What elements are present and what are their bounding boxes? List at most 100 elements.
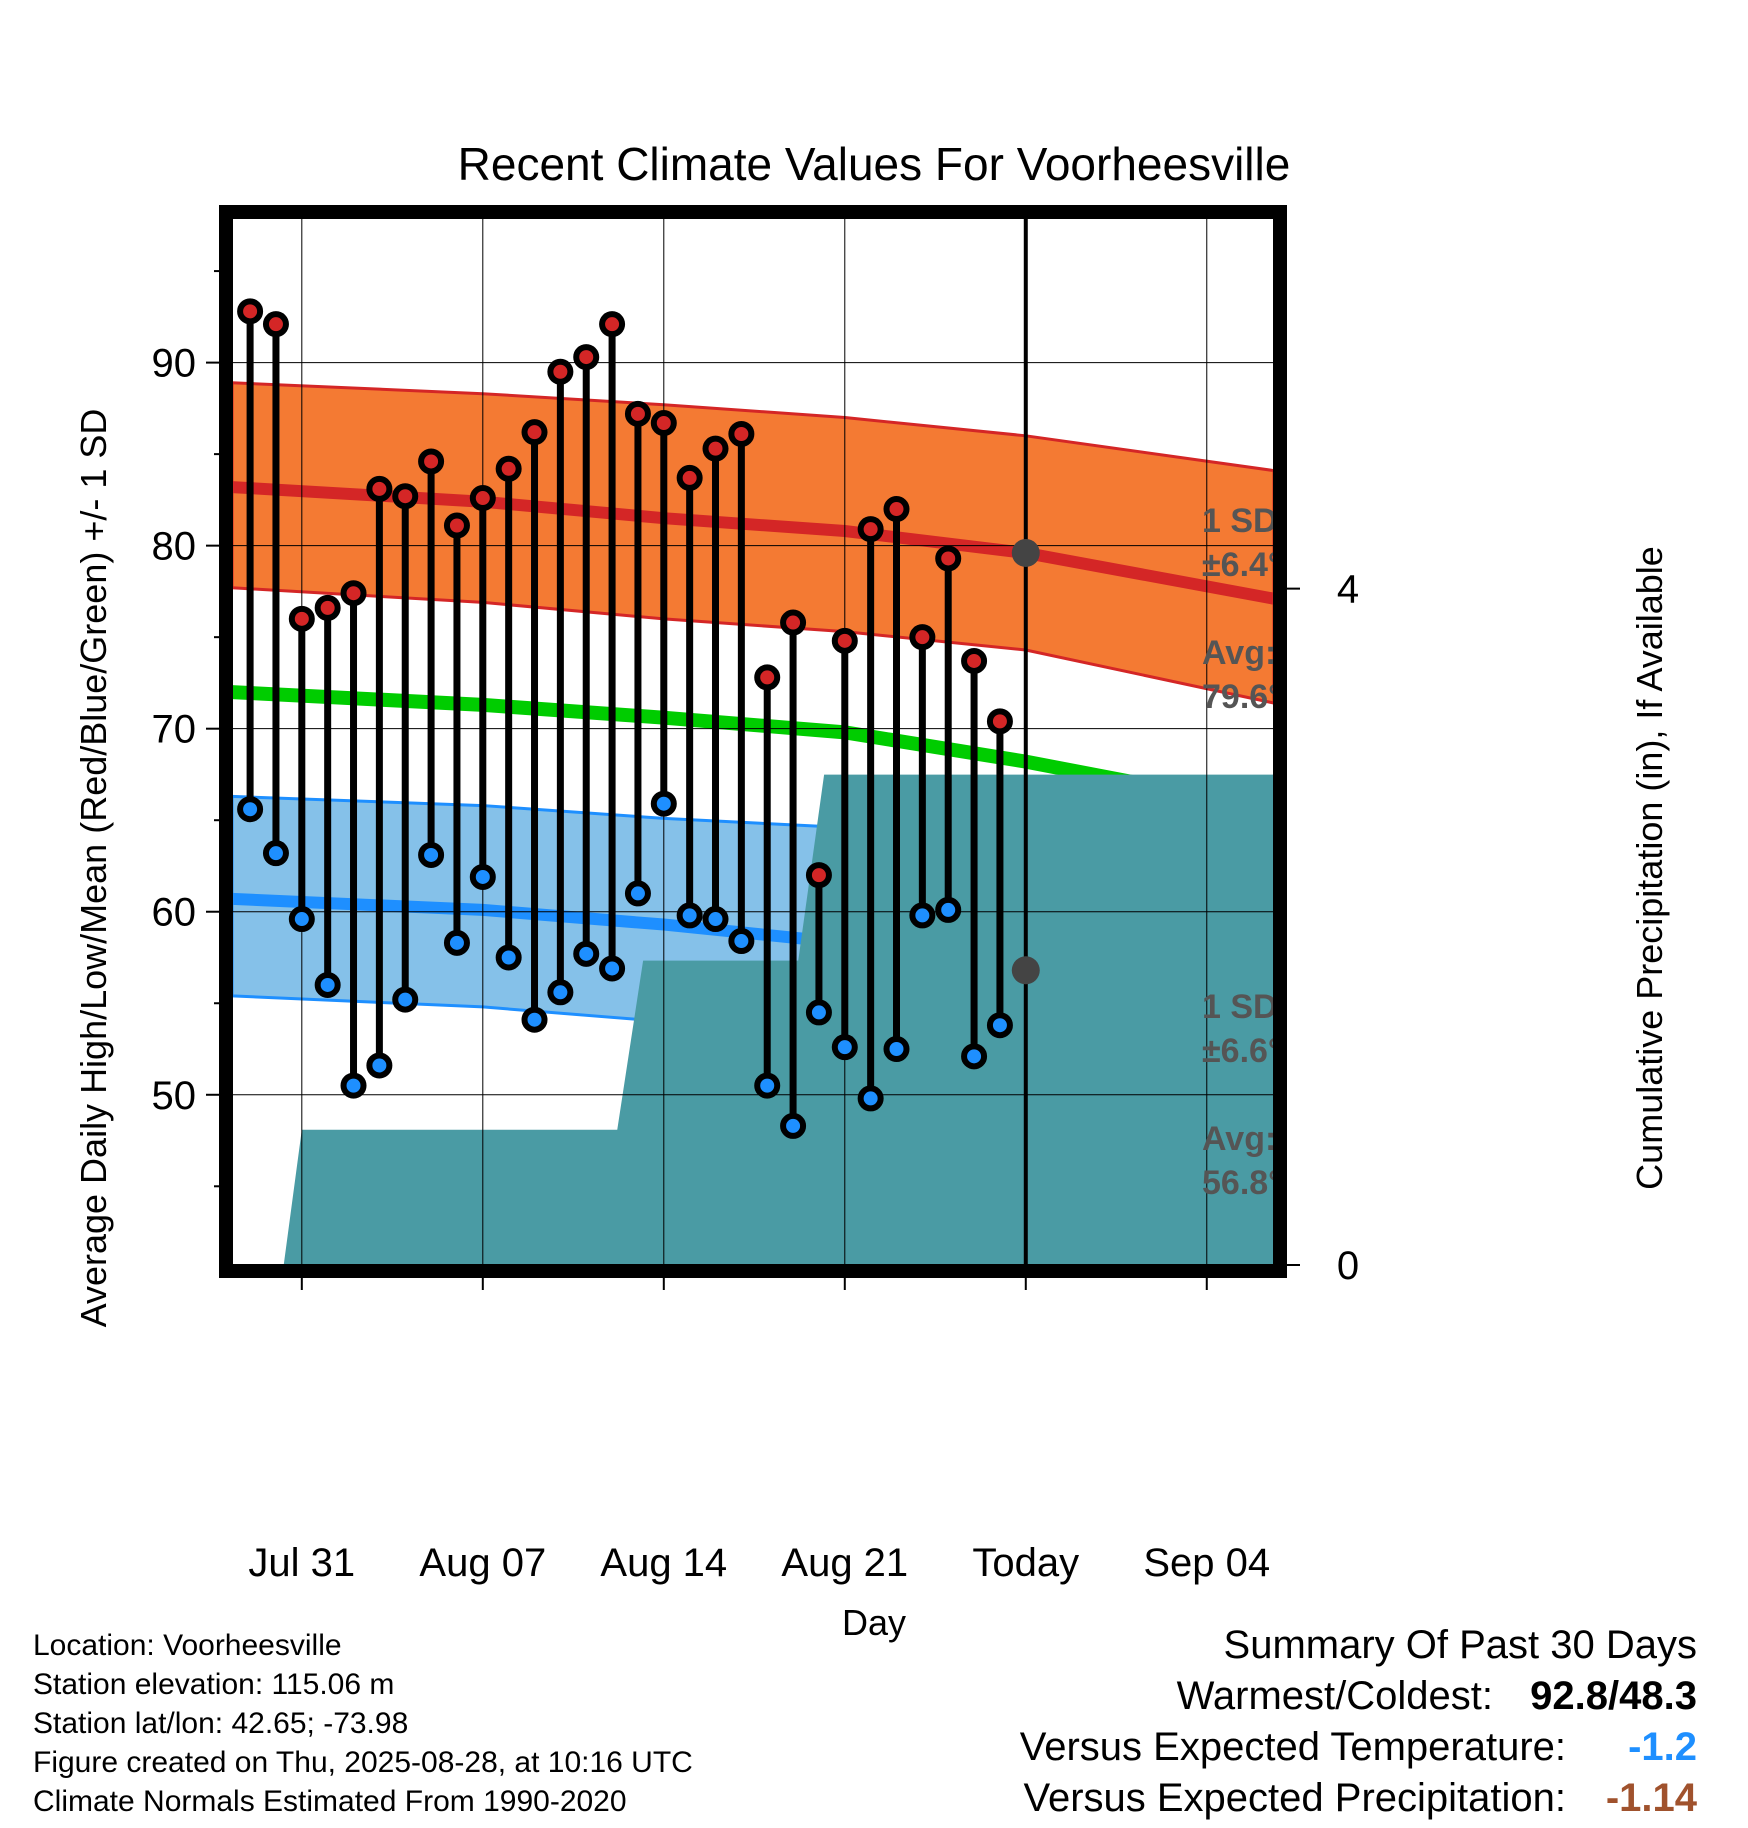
summary-heading: Summary Of Past 30 Days — [1224, 1623, 1697, 1667]
y2-tick-label: 0 — [1337, 1244, 1359, 1288]
daily-low-point — [443, 929, 470, 956]
y2-tick-label: 4 — [1337, 568, 1359, 612]
daily-high-point — [392, 483, 419, 510]
days-word: Days — [1202, 1419, 1288, 1460]
high-normal-line — [232, 481, 1274, 605]
daily-high-point — [702, 435, 729, 462]
daily-low-point — [831, 1034, 858, 1061]
y-tick-label: 70 — [152, 708, 197, 752]
x-tick-label: Sep 04 — [1143, 1541, 1270, 1585]
daily-low-point — [521, 1006, 548, 1033]
daily-low-point — [599, 955, 626, 982]
daily-low-point — [754, 1072, 781, 1099]
low-avg-value: 56.8°F — [1202, 1164, 1303, 1202]
summary-precip-label: Versus Expected Precipitation: — [1023, 1776, 1566, 1820]
daily-low-point — [676, 902, 703, 929]
plot-inner: 1 SD: ±6.4°F Avg: 79.6°F 1 SD: ±6.6°F Avg: 56.8… — [232, 218, 1303, 1460]
daily-high-point — [754, 664, 781, 691]
daily-low-point — [547, 979, 574, 1006]
daily-high-point — [650, 410, 677, 437]
daily-low-point — [314, 971, 341, 998]
footer-normals: Climate Normals Estimated From 1990-2020 — [33, 1785, 627, 1818]
daily-high-point — [366, 475, 393, 502]
daily-low-point — [495, 944, 522, 971]
daily-high-point — [237, 298, 264, 325]
summary-warm-cold-value: 92.8/48.3 — [1530, 1674, 1697, 1718]
daily-high-point — [624, 400, 651, 427]
daily-high-point — [262, 311, 289, 338]
summary-temp-value: -1.2 — [1628, 1725, 1697, 1769]
x-axis-label: Day — [842, 1602, 906, 1643]
daily-high-point — [909, 624, 936, 651]
x-tick-label: Aug 14 — [600, 1541, 727, 1585]
daily-high-point — [599, 311, 626, 338]
daily-high-point — [443, 512, 470, 539]
x-tick-label: Aug 21 — [781, 1541, 908, 1585]
daily-high-point — [288, 605, 315, 632]
daily-high-point — [780, 609, 807, 636]
summary-warm-cold-label: Warmest/Coldest: — [1177, 1674, 1493, 1718]
daily-high-point — [418, 448, 445, 475]
daily-high-point — [831, 627, 858, 654]
footer-elevation: Station elevation: 115.06 m — [33, 1668, 394, 1701]
y-tick-label: 60 — [152, 891, 197, 935]
plot-frame — [219, 205, 1287, 1278]
summary-precip-value: -1.14 — [1606, 1776, 1698, 1820]
daily-low-point — [780, 1112, 807, 1139]
y2-axis-label: Cumulative Precipitation (in), If Availa… — [1629, 546, 1670, 1190]
daily-low-point — [340, 1072, 367, 1099]
daily-low-point — [418, 841, 445, 868]
summary-temp-label: Versus Expected Temperature: — [1020, 1725, 1566, 1769]
y-tick-label: 80 — [152, 525, 197, 569]
daily-low-point — [573, 940, 600, 967]
daily-high-point — [495, 455, 522, 482]
daily-low-point — [650, 790, 677, 817]
x-tick-label: Jul 31 — [248, 1541, 355, 1585]
footer-location: Location: Voorheesville — [33, 1629, 342, 1662]
days-number: 30 — [1202, 1373, 1242, 1414]
mean-normal-line — [232, 685, 1274, 817]
daily-high-point — [961, 647, 988, 674]
daily-high-point — [521, 419, 548, 446]
high-avg-value: 79.6°F — [1202, 678, 1303, 716]
daily-high-point — [805, 862, 832, 889]
today-low-avg-marker — [1011, 956, 1040, 985]
daily-low-point — [366, 1052, 393, 1079]
high-avg-label: Avg: — [1202, 634, 1276, 672]
daily-high-point — [883, 496, 910, 523]
daily-low-point — [961, 1043, 988, 1070]
footer-latlon: Station lat/lon: 42.65; -73.98 — [33, 1707, 408, 1740]
daily-high-point — [573, 344, 600, 371]
daily-low-point — [728, 928, 755, 955]
daily-low-point — [909, 902, 936, 929]
daily-low-point — [392, 986, 419, 1013]
daily-low-point — [288, 906, 315, 933]
daily-high-point — [935, 545, 962, 572]
chart-title: Recent Climate Values For Voorheesville — [458, 138, 1291, 190]
daily-low-point — [935, 896, 962, 923]
high-sd-label: 1 SD: — [1202, 502, 1289, 540]
low-sd-label: 1 SD: — [1202, 988, 1289, 1026]
daily-high-point — [469, 485, 496, 512]
daily-high-point — [314, 594, 341, 621]
x-tick-label: Today — [972, 1541, 1079, 1585]
daily-low-point — [857, 1085, 884, 1112]
daily-low-point — [624, 880, 651, 907]
y-tick-label: 50 — [152, 1074, 197, 1118]
daily-low-point — [805, 999, 832, 1026]
x-tick-label: Aug 07 — [419, 1541, 546, 1585]
y-axis-label: Average Daily High/Low/Mean (Red/Blue/Gr… — [73, 409, 114, 1328]
plot-area: 1 SD: ±6.4°F Avg: 79.6°F 1 SD: ±6.6°F Avg: 56.8… — [152, 205, 1359, 1585]
low-avg-label: Avg: — [1202, 1120, 1276, 1158]
daily-low-point — [883, 1036, 910, 1063]
high-sd-value: ±6.4°F — [1202, 546, 1302, 584]
daily-low-point — [702, 906, 729, 933]
low-sd-value: ±6.6°F — [1202, 1032, 1302, 1070]
daily-high-point — [547, 358, 574, 385]
daily-high-point — [986, 708, 1013, 735]
daily-high-point — [857, 516, 884, 543]
daily-low-point — [237, 796, 264, 823]
daily-high-point — [340, 580, 367, 607]
y-tick-label: 90 — [152, 342, 197, 386]
